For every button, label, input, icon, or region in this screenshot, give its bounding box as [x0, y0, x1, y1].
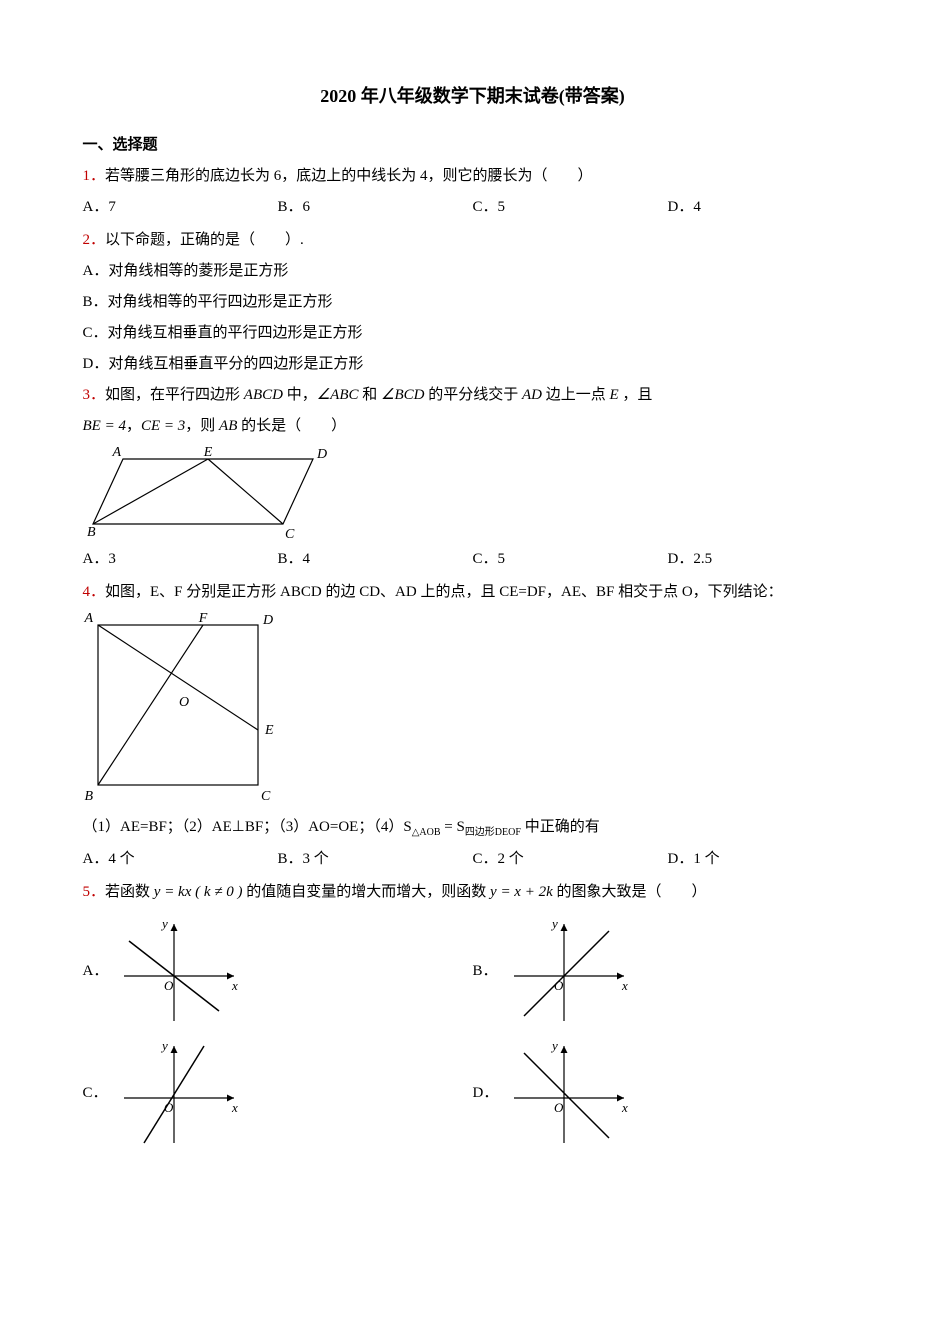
svg-text:x: x: [231, 1100, 238, 1115]
q4-text: 如图，E、F 分别是正方形 ABCD 的边 CD、AD 上的点，且 CE=DF，…: [105, 584, 783, 600]
q5-fn: y = kx ( k ≠ 0 ): [154, 884, 243, 900]
question-4: 4．如图，E、F 分别是正方形 ABCD 的边 CD、AD 上的点，且 CE=D…: [83, 579, 863, 606]
q1-opt-b: B．6: [278, 194, 473, 221]
q5-fig-b: B． x y O: [473, 916, 863, 1026]
q5-t2: 的值随自变量的增大而增大，则函数: [243, 884, 491, 900]
q3-opt-d: D．2.5: [668, 546, 863, 573]
q4-opt-b: B．3 个: [278, 846, 473, 873]
question-2: 2．以下命题，正确的是（ ）.: [83, 227, 863, 254]
q3-opt-a: A．3: [83, 546, 278, 573]
q4-tail: 中正确的有: [521, 819, 600, 835]
q3-t3: 的平分线交于: [424, 387, 522, 403]
q5-t1: 若函数: [105, 884, 154, 900]
q4-eq: = S: [441, 819, 465, 835]
svg-text:C: C: [285, 527, 295, 542]
q4-figure: A D B C F E O: [83, 610, 283, 810]
svg-text:x: x: [621, 978, 628, 993]
q4-sub2: 四边形DEOF: [465, 827, 521, 838]
q2-opt-b: B．对角线相等的平行四边形是正方形: [83, 289, 863, 316]
svg-text:B: B: [84, 789, 93, 804]
q4-opt-c: C．2 个: [473, 846, 668, 873]
q2-text: 以下命题，正确的是（ ）.: [105, 232, 304, 248]
svg-text:O: O: [554, 1100, 564, 1115]
q5-number: 5．: [83, 884, 106, 900]
q3-number: 3．: [83, 387, 106, 403]
q4-opt-a: A．4 个: [83, 846, 278, 873]
svg-text:O: O: [164, 978, 174, 993]
svg-text:A: A: [83, 611, 93, 626]
q3-options: A．3 B．4 C．5 D．2.5: [83, 546, 863, 573]
svg-text:B: B: [87, 525, 96, 540]
q3-opt-c: C．5: [473, 546, 668, 573]
q1-opt-a: A．7: [83, 194, 278, 221]
q4-stmts: （1）AE=BF；（2）AE⊥BF；（3）AO=OE；（4）S: [83, 819, 412, 835]
q1-options: A．7 B．6 C．5 D．4: [83, 194, 863, 221]
q3-figure: A D B C E: [83, 444, 343, 544]
question-5: 5．若函数 y = kx ( k ≠ 0 ) 的值随自变量的增大而增大，则函数 …: [83, 879, 863, 906]
q5-label-b: B．: [473, 958, 498, 985]
svg-text:O: O: [179, 695, 189, 710]
q3-c1: ，: [126, 418, 141, 434]
svg-text:y: y: [550, 1038, 558, 1053]
q2-opt-a: A．对角线相等的菱形是正方形: [83, 258, 863, 285]
q1-number: 1．: [83, 168, 106, 184]
question-3: 3．如图，在平行四边形 ABCD 中，∠ABC 和 ∠BCD 的平分线交于 AD…: [83, 382, 863, 409]
q1-opt-c: C．5: [473, 194, 668, 221]
svg-text:F: F: [197, 611, 207, 626]
q3-t2: 中，: [283, 387, 317, 403]
svg-text:y: y: [160, 1038, 168, 1053]
q2-opt-d: D．对角线互相垂直平分的四边形是正方形: [83, 351, 863, 378]
svg-text:O: O: [554, 978, 564, 993]
q3-he: 和: [359, 387, 382, 403]
q3-t4: 边上一点: [542, 387, 610, 403]
svg-text:C: C: [261, 789, 271, 804]
q4-options: A．4 个 B．3 个 C．2 个 D．1 个: [83, 846, 863, 873]
q3-ang2: ∠BCD: [381, 387, 424, 403]
q1-opt-d: D．4: [668, 194, 863, 221]
q3-e: E: [610, 387, 619, 403]
q3-opt-b: B．4: [278, 546, 473, 573]
page-title: 2020 年八年级数学下期末试卷(带答案): [83, 80, 863, 112]
q3-abcd: ABCD: [244, 387, 283, 403]
q3-ang1: ∠ABC: [317, 387, 359, 403]
q2-opt-c: C．对角线互相垂直的平行四边形是正方形: [83, 320, 863, 347]
q5-fn2: y = x + 2k: [490, 884, 553, 900]
q4-number: 4．: [83, 584, 106, 600]
q3-ab: AB: [219, 418, 237, 434]
svg-text:A: A: [111, 445, 121, 460]
q5-fig-c: C． x y O: [83, 1038, 473, 1148]
svg-text:y: y: [160, 916, 168, 931]
svg-text:O: O: [164, 1100, 174, 1115]
q5-fig-a: A． x y O: [83, 916, 473, 1026]
question-1: 1．若等腰三角形的底边长为 6，底边上的中线长为 4，则它的腰长为（ ）: [83, 163, 863, 190]
q5-label-a: A．: [83, 958, 109, 985]
svg-text:x: x: [231, 978, 238, 993]
section-header: 一、选择题: [83, 132, 863, 159]
svg-text:E: E: [202, 445, 212, 460]
q5-fig-d: D． x y O: [473, 1038, 863, 1148]
q3-t7: 的长是（ ）: [237, 418, 346, 434]
q3-be: BE = 4: [83, 418, 126, 434]
q4-statements: （1）AE=BF；（2）AE⊥BF；（3）AO=OE；（4）S△AOB = S四…: [83, 814, 863, 842]
q4-sub1: △AOB: [412, 827, 441, 838]
svg-text:y: y: [550, 916, 558, 931]
q5-figures: A． x y O B． x y O C． x y O: [83, 910, 863, 1154]
q4-opt-d: D．1 个: [668, 846, 863, 873]
q3-t5: ，且: [619, 387, 653, 403]
q5-label-d: D．: [473, 1080, 499, 1107]
q3-ce: CE = 3: [141, 418, 185, 434]
svg-text:D: D: [262, 613, 273, 628]
q3-t6: ，则: [185, 418, 219, 434]
question-3-line2: BE = 4，CE = 3，则 AB 的长是（ ）: [83, 413, 863, 440]
svg-text:E: E: [264, 723, 274, 738]
q3-t1: 如图，在平行四边形: [105, 387, 244, 403]
q5-t3: 的图象大致是（ ）: [553, 884, 707, 900]
q1-text: 若等腰三角形的底边长为 6，底边上的中线长为 4，则它的腰长为（ ）: [105, 168, 593, 184]
svg-text:D: D: [316, 447, 327, 462]
svg-text:x: x: [621, 1100, 628, 1115]
q5-label-c: C．: [83, 1080, 108, 1107]
q2-number: 2．: [83, 232, 106, 248]
q3-ad: AD: [522, 387, 542, 403]
